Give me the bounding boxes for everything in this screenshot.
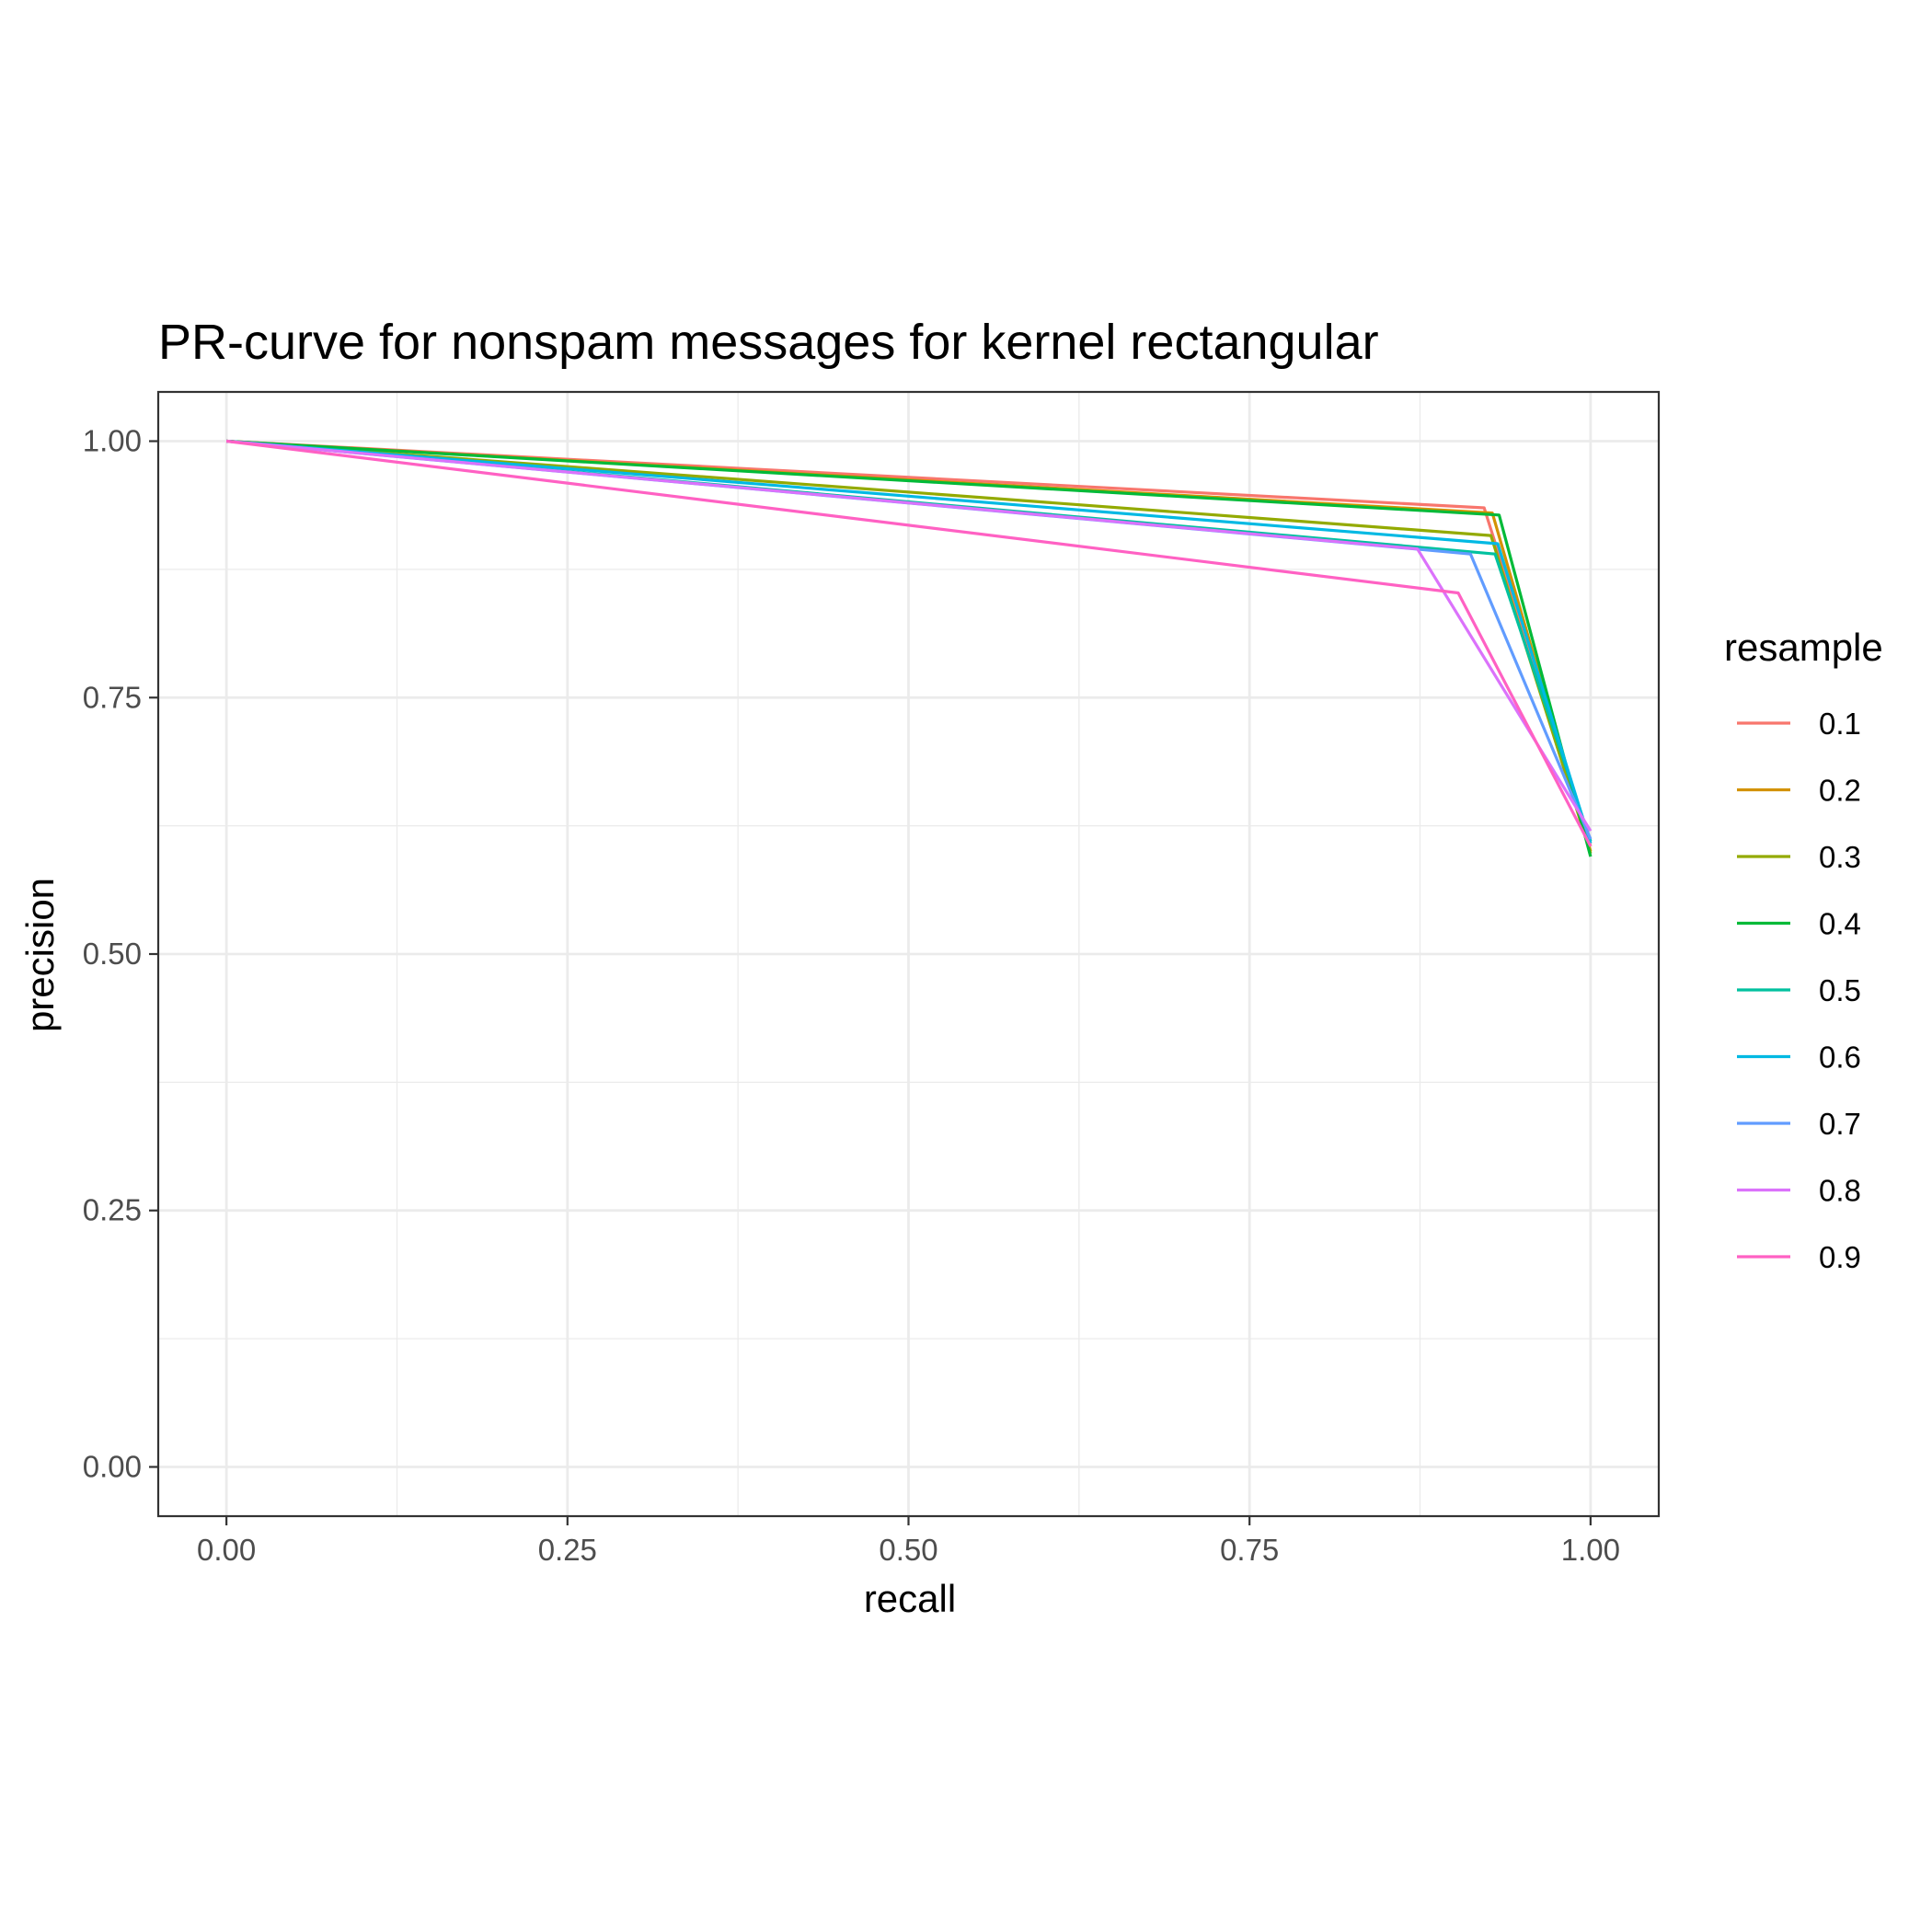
legend-label-0.1: 0.1 — [1819, 707, 1861, 741]
series-lines — [225, 439, 1593, 857]
y-tick-label: 0.50 — [83, 937, 142, 971]
legend-label-0.6: 0.6 — [1819, 1041, 1861, 1075]
series-line-0.3 — [225, 439, 1593, 855]
legend-label-0.2: 0.2 — [1819, 774, 1861, 808]
legend-label-0.7: 0.7 — [1819, 1107, 1861, 1141]
y-axis-ticks: 0.00 0.25 0.50 0.75 1.00 — [83, 424, 158, 1483]
legend-label-0.5: 0.5 — [1819, 973, 1861, 1007]
plot-panel — [156, 390, 1661, 1518]
x-tick-label: 0.25 — [538, 1533, 597, 1567]
legend-label-0.4: 0.4 — [1819, 907, 1861, 941]
legend-label-0.8: 0.8 — [1819, 1174, 1861, 1208]
x-axis-title: recall — [864, 1577, 956, 1620]
x-tick-label: 0.75 — [1220, 1533, 1279, 1567]
x-axis-ticks: 0.00 0.25 0.50 0.75 1.00 — [197, 1516, 1620, 1567]
legend-items: 0.1 0.2 0.3 0.4 0.5 0.6 0.7 0.8 0.9 — [1737, 707, 1861, 1274]
chart-title: PR-curve for nonspam messages for kernel… — [158, 315, 1379, 370]
x-tick-label: 0.50 — [879, 1533, 937, 1567]
y-tick-label: 0.25 — [83, 1193, 142, 1227]
y-tick-label: 0.75 — [83, 680, 142, 714]
grid-major — [158, 392, 1659, 1516]
x-tick-label: 1.00 — [1561, 1533, 1620, 1567]
y-axis-title: precision — [18, 878, 62, 1032]
legend-label-0.3: 0.3 — [1819, 840, 1861, 874]
series-line-0.9 — [225, 439, 1593, 847]
y-tick-label: 1.00 — [83, 424, 142, 458]
y-tick-label: 0.00 — [83, 1449, 142, 1483]
series-line-0.6 — [225, 439, 1593, 845]
legend-title: resample — [1724, 626, 1883, 669]
legend: resample 0.1 0.2 0.3 0.4 0.5 0.6 0.7 0.8 0.9 — [1724, 626, 1883, 1274]
x-tick-label: 0.00 — [197, 1533, 256, 1567]
legend-label-0.9: 0.9 — [1819, 1240, 1861, 1274]
